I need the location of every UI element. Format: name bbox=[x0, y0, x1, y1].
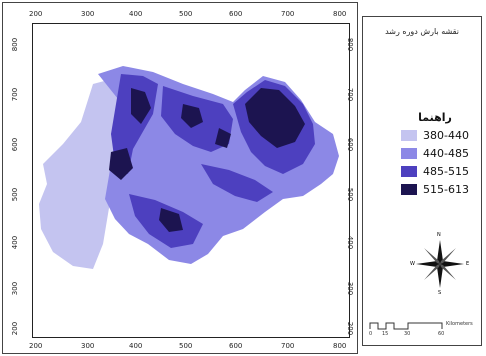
legend-item: 485-515 bbox=[401, 165, 481, 179]
x-tick-bottom: 700 bbox=[281, 342, 295, 350]
map-title: نقشه بارش دوره رشد bbox=[385, 27, 459, 36]
legend-swatch bbox=[401, 166, 417, 177]
x-tick-bottom: 500 bbox=[179, 342, 193, 350]
zone-515-613-e bbox=[159, 208, 183, 232]
compass-n: N bbox=[437, 232, 441, 238]
x-tick-bottom: 200 bbox=[29, 342, 43, 350]
zone-515-613-b bbox=[109, 148, 133, 180]
x-tick-top: 400 bbox=[129, 10, 143, 18]
north-arrow-icon: N S W E bbox=[410, 232, 470, 296]
y-tick-right: 800 bbox=[346, 37, 355, 52]
map-area bbox=[32, 23, 350, 338]
compass-e: E bbox=[466, 261, 470, 267]
y-tick-right: 500 bbox=[346, 187, 355, 202]
zone-515-613-f bbox=[215, 128, 231, 148]
x-tick-top: 600 bbox=[229, 10, 243, 18]
scale-tick: 15 bbox=[382, 331, 389, 337]
y-tick-left: 700 bbox=[11, 87, 20, 102]
legend-panel: نقشه بارش دوره رشد راهنما 380-440 440-48… bbox=[362, 16, 482, 346]
x-tick-top: 200 bbox=[29, 10, 43, 18]
y-tick-right: 600 bbox=[346, 137, 355, 152]
y-tick-right: 400 bbox=[346, 235, 355, 250]
legend-label: 380-440 bbox=[423, 129, 469, 142]
legend-label: 440-485 bbox=[423, 147, 469, 160]
y-tick-left: 400 bbox=[11, 235, 20, 250]
legend-swatch bbox=[401, 148, 417, 159]
legend-item: 380-440 bbox=[401, 129, 481, 143]
x-tick-bottom: 800 bbox=[333, 342, 347, 350]
y-tick-left: 800 bbox=[11, 37, 20, 52]
scale-bar: 0 15 30 60 Kilometers bbox=[368, 318, 478, 342]
y-tick-left: 600 bbox=[11, 137, 20, 152]
y-tick-right: 200 bbox=[346, 321, 355, 336]
zone-515-613-c bbox=[245, 88, 305, 148]
scale-unit: Kilometers bbox=[446, 321, 473, 327]
zone-515-613-d bbox=[181, 104, 203, 128]
legend-heading: راهنما bbox=[418, 111, 452, 124]
zone-485-515-e bbox=[201, 164, 273, 202]
precipitation-map bbox=[39, 66, 339, 269]
scale-tick: 0 bbox=[369, 331, 373, 337]
legend-item: 515-613 bbox=[401, 183, 481, 197]
legend-label: 485-515 bbox=[423, 165, 469, 178]
y-tick-left: 500 bbox=[11, 187, 20, 202]
x-tick-top: 300 bbox=[81, 10, 95, 18]
compass-w: W bbox=[410, 261, 415, 267]
legend-label: 515-613 bbox=[423, 183, 469, 196]
x-tick-top: 500 bbox=[179, 10, 193, 18]
y-tick-left: 300 bbox=[11, 281, 20, 296]
scale-tick: 60 bbox=[438, 331, 445, 337]
legend-swatch bbox=[401, 184, 417, 195]
legend-item: 440-485 bbox=[401, 147, 481, 161]
map-frame: 200 300 400 500 600 700 800 200 300 400 … bbox=[2, 2, 358, 354]
scale-tick: 30 bbox=[404, 331, 411, 337]
x-tick-bottom: 400 bbox=[129, 342, 143, 350]
x-tick-bottom: 600 bbox=[229, 342, 243, 350]
x-tick-bottom: 300 bbox=[81, 342, 95, 350]
legend-swatch bbox=[401, 130, 417, 141]
y-tick-left: 200 bbox=[11, 321, 20, 336]
x-tick-top: 700 bbox=[281, 10, 295, 18]
compass-s: S bbox=[438, 290, 442, 296]
x-tick-top: 800 bbox=[333, 10, 347, 18]
zone-515-613-a bbox=[131, 88, 151, 124]
y-tick-right: 300 bbox=[346, 281, 355, 296]
y-tick-right: 700 bbox=[346, 87, 355, 102]
